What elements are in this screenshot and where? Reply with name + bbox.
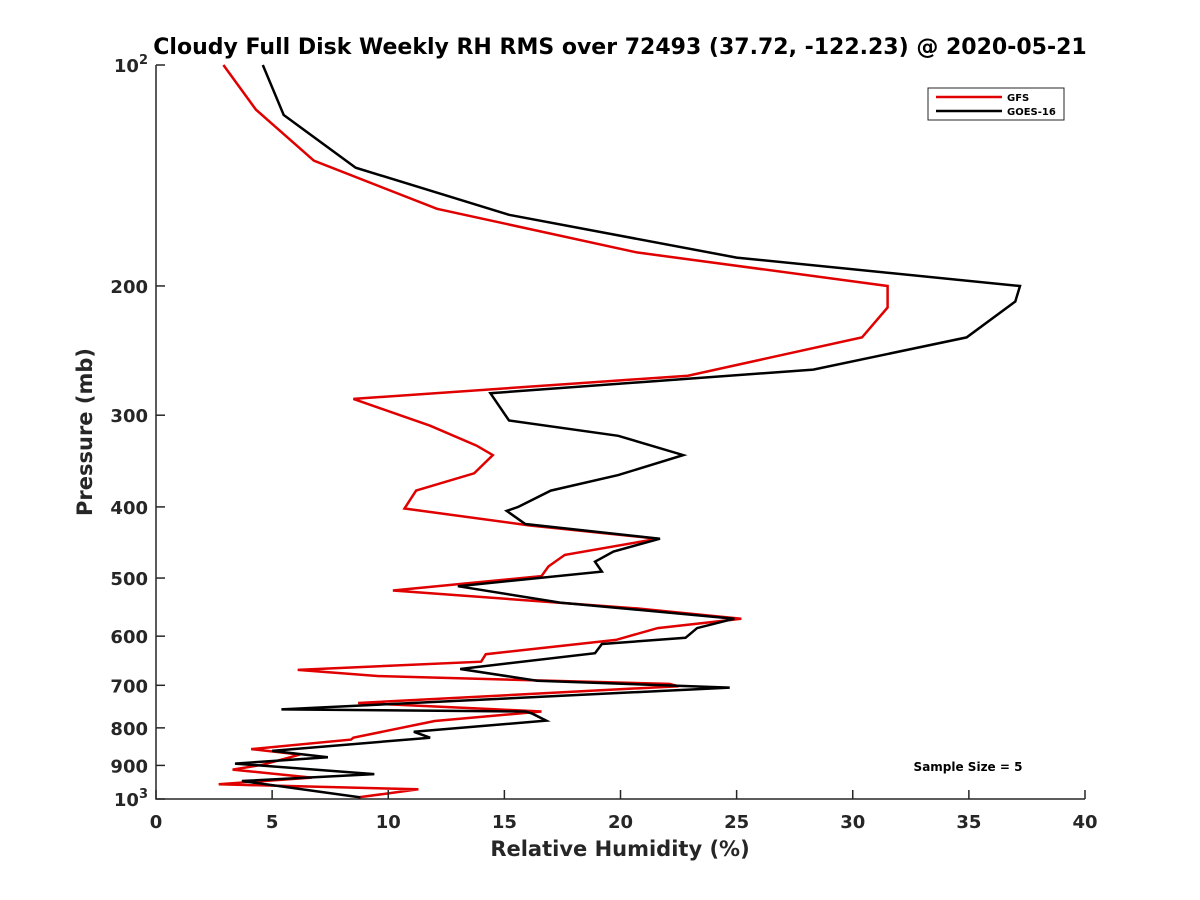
legend-box: [927, 87, 1065, 121]
y-tick-label: 600: [110, 627, 148, 648]
x-tick-label: 10: [376, 812, 401, 833]
y-tick-label: 800: [110, 719, 148, 740]
plot-area: [156, 65, 1085, 799]
y-tick-label: 300: [110, 406, 148, 427]
chart-title: Cloudy Full Disk Weekly RH RMS over 7249…: [153, 35, 1086, 60]
y-tick-label: 500: [110, 569, 148, 590]
x-tick-label: 0: [150, 812, 163, 833]
x-tick-label: 25: [724, 812, 749, 833]
y-tick-label: 400: [110, 498, 148, 519]
x-tick-label: 5: [266, 812, 279, 833]
y-axis: 102 200 300 400 500 600 700 800 900 103: [110, 53, 165, 811]
legend-label-gfs: GFS: [1007, 93, 1029, 104]
legend-label-goes16: GOES-16: [1007, 107, 1056, 118]
x-tick-label: 20: [608, 812, 633, 833]
legend: GFS GOES-16: [927, 87, 1065, 121]
x-axis: 0 5 10 15 20 25 30 35 40: [150, 790, 1098, 833]
y-tick-label: 900: [110, 756, 148, 777]
x-tick-label: 35: [956, 812, 981, 833]
y-tick-label: 103: [114, 787, 148, 811]
x-axis-label: Relative Humidity (%): [490, 837, 749, 861]
series-line-goes16: [234, 64, 1022, 799]
y-tick-label: 102: [114, 53, 148, 77]
y-axis-label: Pressure (mb): [73, 348, 97, 516]
x-tick-label: 40: [1072, 812, 1097, 833]
x-tick-label: 30: [840, 812, 865, 833]
series-layer: [218, 64, 1022, 799]
sample-size-annotation: Sample Size = 5: [914, 760, 1023, 774]
y-tick-label: 200: [110, 277, 148, 298]
x-tick-label: 15: [492, 812, 517, 833]
y-tick-label: 700: [110, 676, 148, 697]
